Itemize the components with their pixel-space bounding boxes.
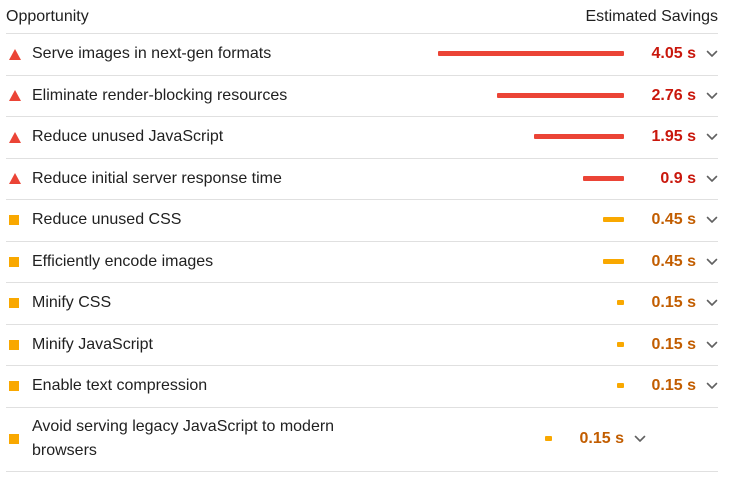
opportunity-row[interactable]: Serve images in next-gen formats 4.05 s [6, 34, 718, 76]
opportunity-list: Serve images in next-gen formats 4.05 s El… [6, 34, 718, 472]
savings-bar-track [362, 436, 552, 442]
orange-square-icon [6, 215, 26, 226]
red-triangle-icon [6, 90, 26, 102]
savings-bar [545, 436, 552, 441]
opportunity-row[interactable]: Enable text compression 0.15 s [6, 366, 718, 408]
savings-bar [603, 258, 624, 264]
savings-value: 0.9 s [660, 169, 696, 187]
opportunity-row[interactable]: Avoid serving legacy JavaScript to moder… [6, 408, 718, 472]
chevron-down-icon[interactable] [696, 299, 718, 307]
opportunity-title: Minify JavaScript [32, 335, 153, 353]
savings-bar-track [434, 300, 624, 306]
savings-bar [534, 134, 624, 140]
red-triangle-icon [6, 48, 26, 60]
savings-bar [617, 300, 624, 306]
table-header: Opportunity Estimated Savings [6, 0, 718, 34]
savings-bar [583, 175, 624, 181]
opportunity-column-header: Opportunity [6, 7, 89, 25]
savings-bar-track [434, 51, 624, 57]
chevron-down-icon[interactable] [624, 435, 646, 443]
savings-value: 4.05 s [651, 45, 696, 63]
opportunity-row[interactable]: Minify CSS 0.15 s [6, 283, 718, 325]
savings-value: 0.15 s [651, 335, 696, 353]
savings-bar-track [434, 341, 624, 348]
savings-value: 0.15 s [651, 294, 696, 312]
red-triangle-icon [6, 173, 26, 185]
savings-bar-track [434, 258, 624, 265]
savings-bar-track [434, 92, 624, 99]
opportunity-row[interactable]: Minify JavaScript 0.15 s [6, 325, 718, 366]
chevron-down-icon[interactable] [696, 258, 718, 266]
opportunity-title: Enable text compression [32, 377, 208, 395]
savings-value: 0.15 s [579, 430, 624, 447]
opportunity-row[interactable]: Eliminate render-blocking resources 2.76 … [6, 76, 718, 117]
opportunity-row[interactable]: Reduce unused JavaScript 1.95 s [6, 117, 718, 159]
orange-square-icon [6, 298, 26, 309]
chevron-down-icon[interactable] [696, 216, 718, 224]
opportunity-title: Minify CSS [32, 294, 112, 312]
savings-bar [603, 217, 624, 223]
opportunity-title: Eliminate render-blocking resources [32, 86, 288, 104]
red-triangle-icon [6, 131, 26, 143]
opportunity-row[interactable]: Efficiently encode images 0.45 s [6, 242, 718, 283]
opportunity-row[interactable]: Reduce unused CSS 0.45 s [6, 200, 718, 242]
savings-bar [497, 92, 624, 98]
chevron-down-icon[interactable] [696, 133, 718, 141]
orange-square-icon [6, 256, 26, 267]
orange-square-icon [6, 434, 26, 444]
chevron-down-icon[interactable] [696, 92, 718, 100]
savings-bar-track [434, 383, 624, 389]
chevron-down-icon[interactable] [696, 175, 718, 183]
savings-bar [617, 383, 624, 389]
estimated-savings-column-header: Estimated Savings [585, 7, 718, 25]
savings-bar-track [434, 134, 624, 140]
opportunity-title: Reduce unused CSS [32, 211, 182, 229]
opportunity-title: Efficiently encode images [32, 252, 214, 270]
savings-bar-track [434, 217, 624, 223]
savings-value: 0.45 s [651, 252, 696, 270]
savings-bar [617, 341, 624, 347]
chevron-down-icon[interactable] [696, 382, 718, 390]
chevron-down-icon[interactable] [696, 341, 718, 349]
savings-value: 0.45 s [651, 211, 696, 229]
chevron-down-icon[interactable] [696, 50, 718, 58]
orange-square-icon [6, 381, 26, 392]
opportunity-title: Reduce initial server response time [32, 169, 282, 187]
savings-value: 2.76 s [651, 86, 696, 104]
savings-bar-track [434, 175, 624, 182]
opportunity-title: Reduce unused JavaScript [32, 128, 224, 146]
opportunity-title: Avoid serving legacy JavaScript to moder… [32, 418, 335, 459]
opportunity-title: Serve images in next-gen formats [32, 45, 272, 63]
savings-value: 0.15 s [651, 377, 696, 395]
orange-square-icon [6, 339, 26, 350]
savings-value: 1.95 s [651, 128, 696, 146]
opportunity-row[interactable]: Reduce initial server response time 0.9 s [6, 159, 718, 200]
savings-bar [438, 51, 624, 57]
